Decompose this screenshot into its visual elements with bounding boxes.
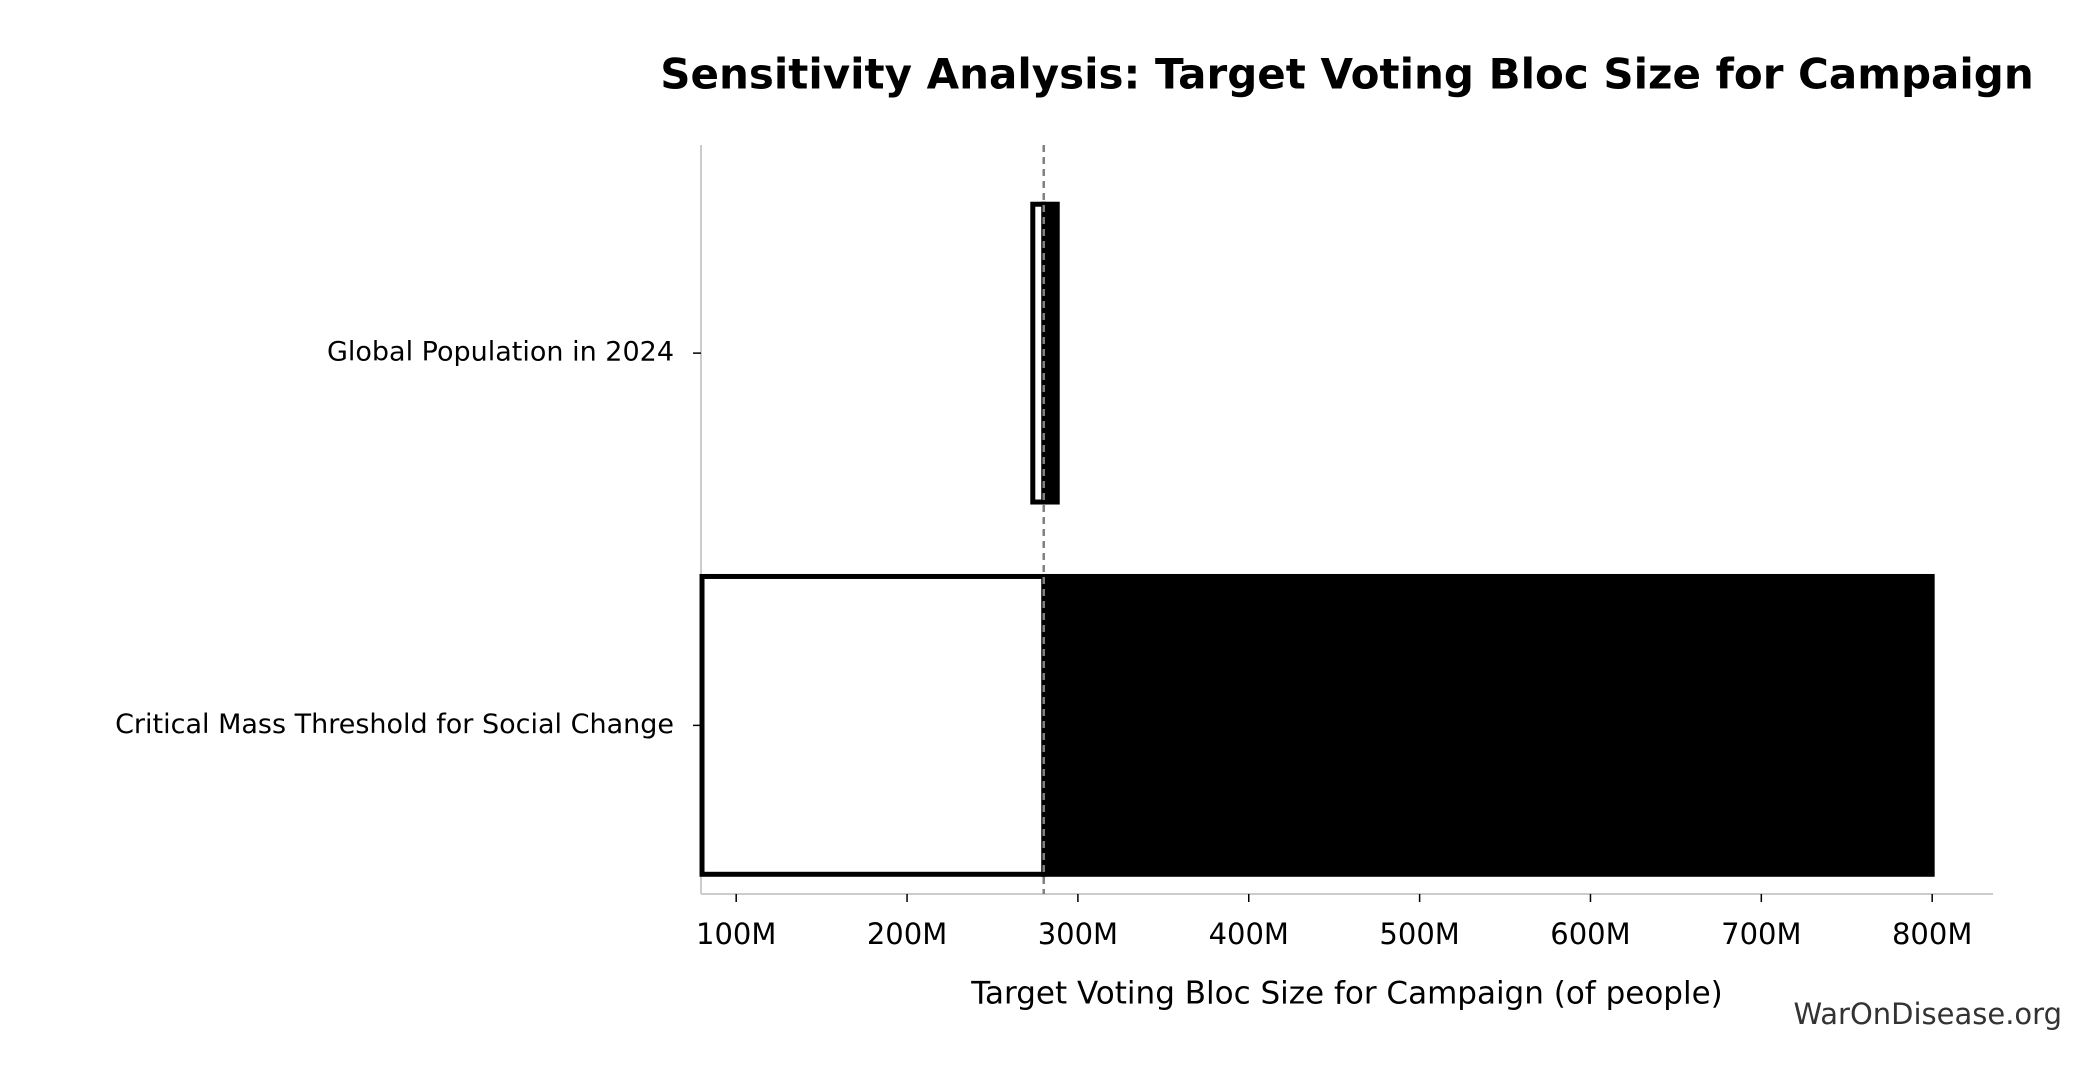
x-tick-label: 400M (1209, 917, 1289, 951)
x-tick-label: 800M (1892, 917, 1972, 951)
x-tick-label: 200M (867, 917, 947, 951)
x-tick-label: 600M (1550, 917, 1630, 951)
x-tick-label: 100M (696, 917, 776, 951)
chart-title: Sensitivity Analysis: Target Voting Bloc… (660, 50, 2034, 99)
x-tick-label: 500M (1379, 917, 1459, 951)
x-tick-label: 300M (1038, 917, 1118, 951)
y-tick-label: Global Population in 2024 (327, 337, 674, 368)
x-axis-label: Target Voting Bloc Size for Campaign (of… (970, 976, 1723, 1012)
high-bar (1041, 573, 1935, 877)
watermark: WarOnDisease.org (1793, 997, 2062, 1031)
y-tick-label: Critical Mass Threshold for Social Chang… (115, 709, 674, 740)
low-bar (699, 573, 1047, 877)
low-bar (1030, 201, 1047, 505)
x-tick-label: 700M (1721, 917, 1801, 951)
